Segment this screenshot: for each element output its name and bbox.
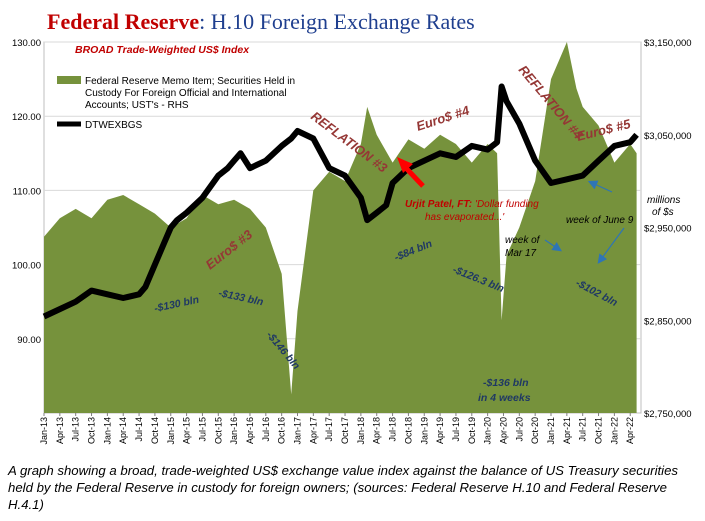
right-tick-label-3: $2,850,000 — [644, 316, 692, 327]
red-arrow-icon — [397, 157, 425, 188]
left-tick-label-4: 90.00 — [17, 335, 41, 346]
right-axis-unit-2: of $s — [652, 207, 674, 218]
right-tick-label-0: $3,150,000 — [644, 38, 692, 49]
left-tick-label-0: 130.00 — [12, 38, 41, 49]
x-tick-label-9: Apr-15 — [182, 417, 192, 444]
x-tick-label-15: Oct-16 — [277, 417, 287, 444]
x-tick-label-0: Jan-13 — [39, 417, 49, 445]
chart-title: Federal Reserve: H.10 Foreign Exchange R… — [47, 9, 475, 34]
blue-arrow-icon — [587, 180, 613, 193]
x-tick-label-27: Oct-19 — [467, 417, 477, 444]
right-tick-label-1: $3,050,000 — [644, 131, 692, 142]
x-tick-label-18: Jul-17 — [324, 417, 334, 442]
x-tick-label-11: Oct-15 — [213, 417, 223, 444]
left-tick-label-3: 100.00 — [12, 261, 41, 272]
x-tick-label-12: Jan-16 — [229, 417, 239, 445]
x-tick-label-24: Jan-19 — [419, 417, 429, 445]
left-tick-label-1: 120.00 — [12, 112, 41, 123]
x-tick-label-32: Jan-21 — [546, 417, 556, 445]
x-tick-label-7: Oct-14 — [150, 417, 160, 444]
annotation-june-9: week of June 9 — [566, 215, 634, 226]
x-axis-ticks: Jan-13 Apr-13 Jul-13 Oct-13 Jan-14 Apr-14 Jul-… — [39, 413, 635, 445]
x-tick-label-34: Jul-21 — [578, 417, 588, 442]
x-tick-label-26: Jul-19 — [451, 417, 461, 442]
annotation-patel-3: has evaporated...' — [425, 212, 505, 223]
right-axis-unit-1: millions — [647, 195, 680, 206]
legend-label-dtwexbgs: DTWEXBGS — [85, 120, 143, 131]
x-tick-label-29: Apr-20 — [498, 417, 508, 444]
chart-title-bold: Federal Reserve — [47, 9, 199, 34]
right-axis-ticks: $3,150,000 $3,050,000 $2,950,000 $2,850,000… — [644, 38, 692, 420]
left-tick-label-2: 110.00 — [13, 186, 41, 197]
x-tick-label-33: Apr-21 — [562, 417, 572, 444]
x-tick-label-25: Apr-19 — [435, 417, 445, 444]
legend-label-custody: Federal Reserve Memo Item; Securities He… — [85, 76, 298, 111]
x-tick-label-36: Jan-22 — [609, 417, 619, 445]
blue-arrow-icon — [597, 227, 625, 264]
x-tick-label-19: Oct-17 — [340, 417, 350, 444]
x-tick-label-16: Jan-17 — [293, 417, 303, 445]
x-tick-label-22: Jul-18 — [388, 417, 398, 442]
legend-swatch-custody — [57, 76, 81, 84]
chart-subtitle: BROAD Trade-Weighted US$ Index — [75, 44, 250, 56]
series-custody-holdings-area — [44, 42, 637, 413]
x-tick-label-3: Oct-13 — [87, 417, 97, 444]
annotation-patel-1: Urjit Patel, FT: 'Dollar funding — [405, 199, 539, 210]
x-tick-label-20: Jan-18 — [356, 417, 366, 445]
left-axis-ticks: 130.00 120.00 110.00 100.00 90.00 — [12, 38, 41, 346]
x-tick-label-17: Apr-17 — [308, 417, 318, 444]
legend: Federal Reserve Memo Item; Securities He… — [57, 76, 298, 131]
annotation-b136a: -$136 bln — [483, 377, 529, 389]
x-tick-label-31: Oct-20 — [530, 417, 540, 444]
x-tick-label-35: Oct-21 — [594, 417, 604, 444]
x-tick-label-6: Jul-14 — [134, 417, 144, 442]
x-tick-label-5: Apr-14 — [118, 417, 128, 444]
x-tick-label-23: Oct-18 — [403, 417, 413, 444]
x-tick-label-8: Jan-15 — [166, 417, 176, 445]
annotation-week-of: week of — [505, 235, 541, 246]
x-tick-label-30: Jul-20 — [514, 417, 524, 442]
x-tick-label-2: Jul-13 — [71, 417, 81, 442]
annotation-b136b: in 4 weeks — [478, 392, 531, 404]
x-tick-label-14: Jul-16 — [261, 417, 271, 442]
right-tick-label-2: $2,950,000 — [644, 224, 692, 235]
series-dtwexbgs-line — [42, 83, 639, 320]
x-tick-label-4: Jan-14 — [102, 417, 112, 445]
annotation-mar-17: Mar 17 — [505, 248, 537, 259]
x-tick-label-21: Apr-18 — [372, 417, 382, 444]
x-tick-label-10: Jul-15 — [197, 417, 207, 442]
x-tick-label-37: Apr-22 — [625, 417, 635, 444]
x-tick-label-1: Apr-13 — [55, 417, 65, 444]
x-tick-label-13: Apr-16 — [245, 417, 255, 444]
right-tick-label-4: $2,750,000 — [644, 409, 692, 420]
blue-arrow-icon — [544, 239, 562, 252]
chart-title-rest: : H.10 Foreign Exchange Rates — [199, 9, 475, 34]
x-tick-label-28: Jan-20 — [483, 417, 493, 445]
chart: Federal Reserve: H.10 Foreign Exchange R… — [12, 9, 692, 445]
caption: A graph showing a broad, trade-weighted … — [8, 463, 679, 512]
